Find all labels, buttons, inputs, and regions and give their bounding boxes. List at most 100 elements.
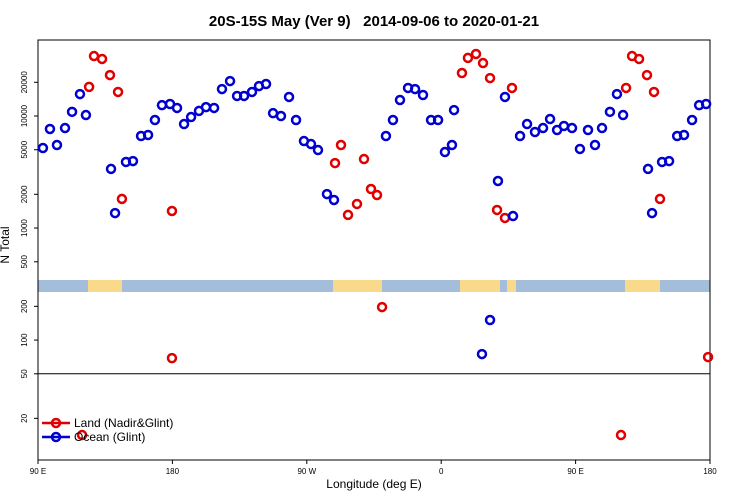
data-point <box>663 155 675 167</box>
y-axis-label: N Total <box>0 226 12 263</box>
data-point <box>224 75 236 87</box>
y-tick-label: 50 <box>20 369 29 378</box>
data-point <box>506 82 518 94</box>
data-point <box>185 111 197 123</box>
y-tick-label: 10000 <box>20 104 29 127</box>
land-band <box>88 280 122 292</box>
data-point <box>112 86 124 98</box>
data-point <box>514 130 526 142</box>
data-point <box>499 212 511 224</box>
data-point <box>238 90 250 102</box>
data-point <box>492 175 504 187</box>
data-point <box>109 207 121 219</box>
data-point <box>521 118 533 130</box>
data-point <box>83 81 95 93</box>
data-point <box>491 204 503 216</box>
x-tick-label: 90 E <box>30 467 46 476</box>
data-point <box>604 106 616 118</box>
data-point <box>260 78 272 90</box>
data-point <box>283 91 295 103</box>
data-point <box>246 86 258 98</box>
data-point <box>700 98 712 110</box>
data-point <box>156 99 168 111</box>
land-ocean-band <box>38 280 710 292</box>
data-point <box>537 122 549 134</box>
data-point <box>456 67 468 79</box>
data-point <box>178 118 190 130</box>
data-point <box>611 88 623 100</box>
data-point <box>477 57 489 69</box>
data-point <box>654 193 666 205</box>
data-point <box>558 120 570 132</box>
data-point <box>208 102 220 114</box>
legend-label: Ocean (Glint) <box>74 430 145 444</box>
data-point <box>358 153 370 165</box>
data-point <box>166 205 178 217</box>
data-point <box>328 194 340 206</box>
data-point <box>335 139 347 151</box>
data-point <box>88 50 100 62</box>
data-point <box>596 122 608 134</box>
data-point <box>446 139 458 151</box>
data-point <box>462 52 474 64</box>
data-point <box>275 110 287 122</box>
data-point <box>96 53 108 65</box>
data-point <box>544 113 556 125</box>
data-point <box>566 122 578 134</box>
data-point <box>351 198 363 210</box>
data-point <box>74 88 86 100</box>
data-point <box>80 109 92 121</box>
data-point <box>448 104 460 116</box>
data-point <box>507 210 519 222</box>
y-tick-label: 20 <box>20 413 29 422</box>
x-tick-label: 180 <box>703 467 717 476</box>
y-tick-label: 100 <box>20 333 29 347</box>
legend-label: Land (Nadir&Glint) <box>74 416 173 430</box>
data-point <box>105 163 117 175</box>
legend: Land (Nadir&Glint)Ocean (Glint) <box>42 416 173 444</box>
data-point <box>409 83 421 95</box>
x-axis-label: Longitude (deg E) <box>326 477 421 491</box>
data-point <box>76 429 88 441</box>
data-point <box>200 101 212 113</box>
data-point <box>529 126 541 138</box>
data-point <box>116 193 128 205</box>
data-point <box>589 139 601 151</box>
data-point <box>633 53 645 65</box>
data-point <box>380 130 392 142</box>
y-tick-label: 20000 <box>20 71 29 94</box>
x-tick-label: 90 W <box>297 467 316 476</box>
data-point <box>171 102 183 114</box>
land-band <box>460 280 500 292</box>
data-point <box>312 144 324 156</box>
data-point <box>371 189 383 201</box>
y-tick-label: 2000 <box>20 185 29 203</box>
legend-marker <box>50 417 62 429</box>
data-point <box>574 143 586 155</box>
data-point <box>648 86 660 98</box>
data-point <box>439 146 451 158</box>
data-point <box>582 124 594 136</box>
data-point <box>149 114 161 126</box>
data-point <box>484 314 496 326</box>
data-point <box>365 183 377 195</box>
data-point <box>342 209 354 221</box>
data-point <box>387 114 399 126</box>
data-point <box>499 91 511 103</box>
data-point <box>617 109 629 121</box>
data-point <box>417 89 429 101</box>
legend-marker <box>50 431 62 443</box>
data-point <box>484 72 496 84</box>
y-tick-label: 200 <box>20 299 29 313</box>
land-band <box>625 280 660 292</box>
x-tick-label: 0 <box>439 467 444 476</box>
data-point <box>37 142 49 154</box>
data-point <box>51 139 63 151</box>
y-tick-label: 1000 <box>20 219 29 237</box>
data-point <box>305 138 317 150</box>
data-point <box>166 352 178 364</box>
data-point <box>432 114 444 126</box>
data-point <box>702 351 714 363</box>
y-tick-label: 500 <box>20 255 29 269</box>
data-point <box>216 83 228 95</box>
